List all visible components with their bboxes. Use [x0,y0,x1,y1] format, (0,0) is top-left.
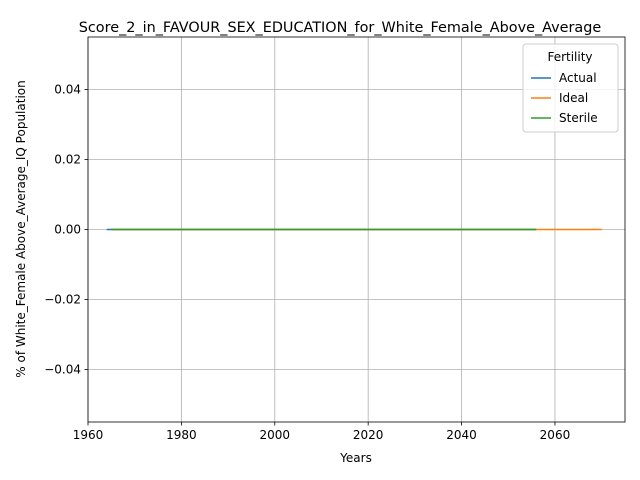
x-axis-ticks: 1960 1980 2000 2020 2040 2060 [73,422,571,442]
legend-label-ideal: Ideal [559,91,588,105]
y-axis-ticks: −0.04 −0.02 0.00 0.02 0.04 [44,83,88,377]
x-tick-label: 2040 [446,428,477,442]
y-tick-label: 0.00 [54,223,81,237]
x-tick-label: 1960 [73,428,104,442]
y-tick-label: −0.02 [44,293,81,307]
legend-box [522,43,619,133]
legend-items: Actual Ideal Sterile [531,71,598,125]
y-axis-label: % of White_Female Above_Average_IQ Popul… [14,80,28,377]
x-tick-label: 2060 [540,428,571,442]
legend-label-sterile: Sterile [559,111,598,125]
chart-title: Score_2_in_FAVOUR_SEX_EDUCATION_for_Whit… [79,20,602,36]
x-tick-label: 2000 [260,428,291,442]
legend-title: Fertility [547,50,592,64]
x-tick-label: 2020 [353,428,384,442]
x-axis-label: Years [339,451,372,465]
y-tick-label: −0.04 [44,363,81,377]
x-tick-label: 1980 [166,428,197,442]
y-tick-label: 0.02 [54,153,81,167]
y-tick-label: 0.04 [54,83,81,97]
legend-label-actual: Actual [559,71,597,85]
legend: Fertility Actual Ideal Sterile [522,43,619,133]
